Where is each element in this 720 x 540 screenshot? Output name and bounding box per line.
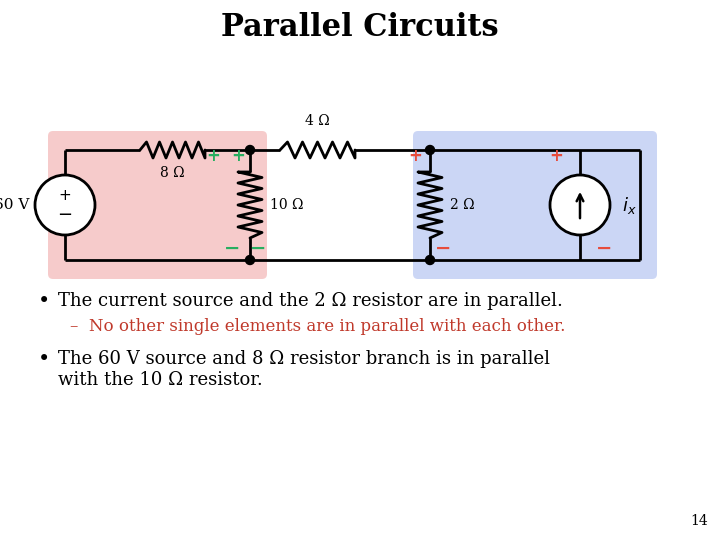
FancyBboxPatch shape [48, 131, 267, 279]
Text: 10 Ω: 10 Ω [270, 198, 304, 212]
Text: −: − [58, 206, 73, 224]
Text: 2 Ω: 2 Ω [450, 198, 474, 212]
Text: +: + [206, 147, 220, 165]
Text: −: − [250, 239, 266, 258]
Text: −: − [435, 239, 451, 258]
Text: •: • [38, 350, 50, 369]
Circle shape [35, 175, 95, 235]
Text: 60 V: 60 V [0, 198, 29, 212]
Text: −: − [224, 239, 240, 258]
Circle shape [426, 145, 434, 154]
Text: +: + [408, 147, 422, 165]
Text: The current source and the 2 Ω resistor are in parallel.: The current source and the 2 Ω resistor … [58, 292, 563, 310]
Text: Parallel Circuits: Parallel Circuits [221, 12, 499, 43]
Text: +: + [231, 147, 245, 165]
Circle shape [426, 255, 434, 265]
Text: –  No other single elements are in parallel with each other.: – No other single elements are in parall… [70, 318, 565, 335]
Text: +: + [549, 147, 563, 165]
Circle shape [550, 175, 610, 235]
Text: $i_x$: $i_x$ [622, 194, 636, 215]
Text: •: • [38, 292, 50, 311]
Circle shape [246, 145, 254, 154]
Text: The 60 V source and 8 Ω resistor branch is in parallel
with the 10 Ω resistor.: The 60 V source and 8 Ω resistor branch … [58, 350, 550, 389]
Text: +: + [58, 187, 71, 202]
Circle shape [246, 255, 254, 265]
Text: 4 Ω: 4 Ω [305, 114, 329, 128]
Text: 14: 14 [690, 514, 708, 528]
FancyBboxPatch shape [413, 131, 657, 279]
Text: −: − [596, 239, 612, 258]
Text: 8 Ω: 8 Ω [160, 166, 184, 180]
